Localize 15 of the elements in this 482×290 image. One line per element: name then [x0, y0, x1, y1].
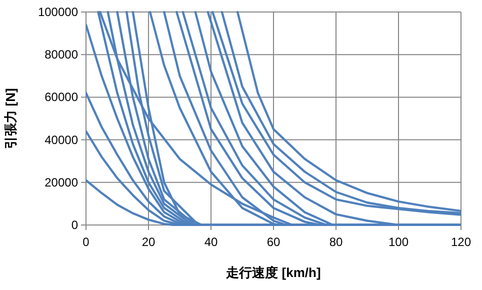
y-axis-title: 引張力 [N] [3, 88, 18, 149]
x-tick-label: 80 [329, 235, 343, 249]
x-tick-label: 60 [266, 235, 280, 249]
x-tick-label: 120 [450, 235, 472, 249]
x-tick-label: 100 [388, 235, 409, 249]
y-tick-label: 40000 [44, 132, 78, 147]
y-tick-label: 100000 [38, 5, 78, 19]
x-tick-label: 20 [142, 235, 156, 249]
y-tick-label: 60000 [44, 90, 78, 104]
x-axis-title: 走行速度 [km/h] [225, 265, 321, 280]
x-tick-label: 40 [204, 235, 218, 249]
y-tick-label: 0 [71, 218, 78, 232]
y-tick-label: 20000 [44, 175, 78, 190]
y-tick-label: 80000 [44, 48, 78, 62]
x-tick-label: 0 [82, 235, 90, 249]
